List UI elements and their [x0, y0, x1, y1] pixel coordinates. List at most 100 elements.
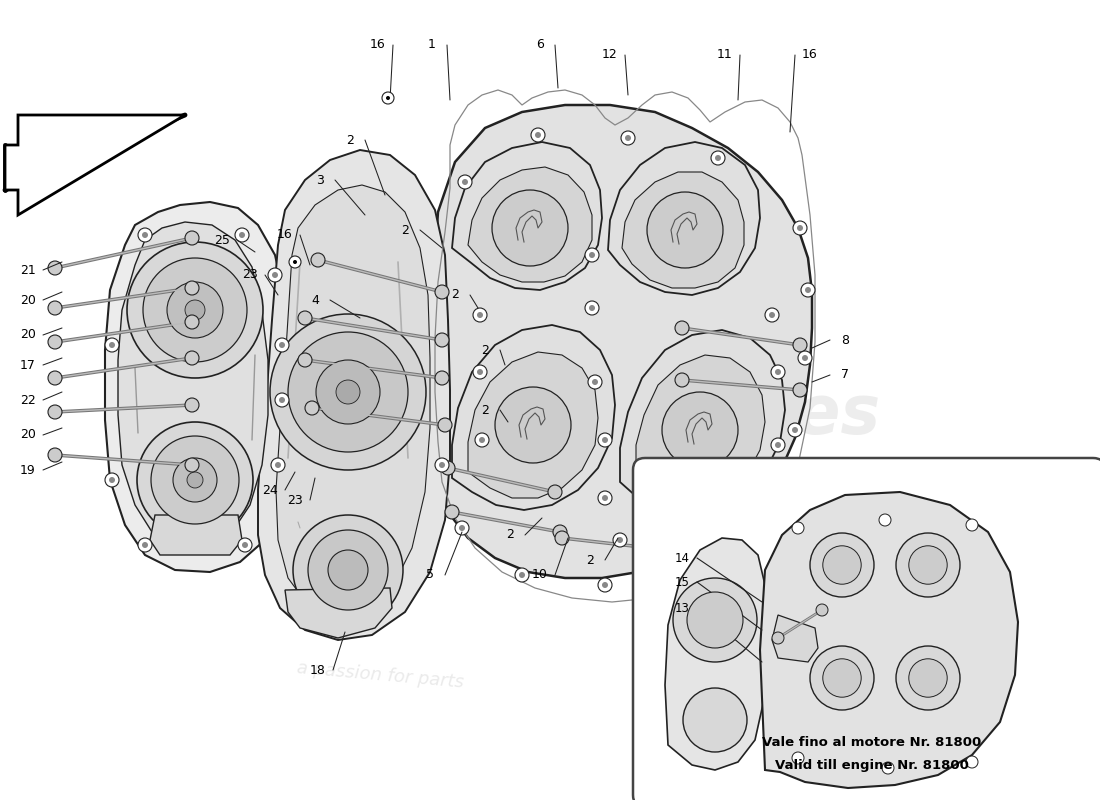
- Text: 2: 2: [346, 134, 354, 146]
- Circle shape: [793, 338, 807, 352]
- Circle shape: [535, 132, 541, 138]
- Circle shape: [382, 92, 394, 104]
- Text: 17: 17: [20, 358, 36, 371]
- Polygon shape: [434, 105, 812, 578]
- Circle shape: [715, 155, 720, 161]
- Circle shape: [239, 232, 245, 238]
- Circle shape: [109, 477, 116, 483]
- Circle shape: [298, 353, 312, 367]
- Text: 16: 16: [277, 229, 293, 242]
- Circle shape: [446, 505, 459, 519]
- Circle shape: [798, 225, 803, 231]
- Circle shape: [311, 253, 324, 267]
- Circle shape: [598, 491, 612, 505]
- Circle shape: [434, 333, 449, 347]
- Circle shape: [270, 314, 426, 470]
- Circle shape: [438, 418, 452, 432]
- Circle shape: [439, 462, 446, 468]
- Text: 2: 2: [676, 554, 684, 566]
- Circle shape: [492, 190, 568, 266]
- Text: Valid till engine Nr. 81800: Valid till engine Nr. 81800: [776, 759, 969, 773]
- Text: 10: 10: [532, 569, 548, 582]
- Circle shape: [771, 438, 785, 452]
- Text: 2: 2: [586, 554, 594, 566]
- Circle shape: [776, 369, 781, 375]
- Text: 19: 19: [20, 463, 36, 477]
- Text: 24: 24: [262, 483, 278, 497]
- Circle shape: [473, 308, 487, 322]
- Circle shape: [138, 228, 152, 242]
- Text: 8: 8: [842, 334, 849, 346]
- Circle shape: [185, 281, 199, 295]
- Circle shape: [621, 131, 635, 145]
- Text: 22: 22: [20, 394, 36, 406]
- Circle shape: [909, 546, 947, 584]
- Circle shape: [268, 268, 282, 282]
- Circle shape: [802, 355, 808, 361]
- Circle shape: [185, 458, 199, 472]
- Circle shape: [473, 365, 487, 379]
- Polygon shape: [452, 142, 602, 290]
- Circle shape: [279, 397, 285, 403]
- Circle shape: [585, 301, 600, 315]
- Circle shape: [143, 258, 248, 362]
- Circle shape: [966, 519, 978, 531]
- Text: 21: 21: [20, 263, 36, 277]
- Circle shape: [588, 375, 602, 389]
- Circle shape: [478, 437, 485, 443]
- Circle shape: [288, 332, 408, 452]
- Polygon shape: [621, 172, 744, 288]
- Text: 4: 4: [311, 294, 319, 306]
- Circle shape: [173, 458, 217, 502]
- Circle shape: [909, 659, 947, 697]
- Polygon shape: [468, 167, 592, 282]
- Text: 16: 16: [802, 49, 818, 62]
- Circle shape: [235, 228, 249, 242]
- Circle shape: [434, 285, 449, 299]
- Text: 14: 14: [674, 551, 690, 565]
- Circle shape: [585, 248, 600, 262]
- Circle shape: [788, 423, 802, 437]
- Circle shape: [138, 422, 253, 538]
- Circle shape: [242, 542, 248, 548]
- Circle shape: [316, 360, 380, 424]
- Circle shape: [792, 427, 798, 433]
- Text: a passion for parts: a passion for parts: [296, 658, 464, 691]
- Text: 2: 2: [506, 529, 514, 542]
- Text: 1: 1: [428, 38, 436, 51]
- Text: 2: 2: [481, 343, 488, 357]
- Polygon shape: [276, 185, 430, 618]
- Circle shape: [271, 458, 285, 472]
- Text: 3: 3: [316, 174, 323, 186]
- Circle shape: [475, 433, 490, 447]
- Circle shape: [793, 221, 807, 235]
- Circle shape: [48, 371, 62, 385]
- Circle shape: [896, 646, 960, 710]
- Circle shape: [588, 305, 595, 311]
- Circle shape: [279, 342, 285, 348]
- Polygon shape: [620, 330, 785, 515]
- Text: 23: 23: [287, 494, 303, 506]
- Circle shape: [617, 537, 623, 543]
- Circle shape: [298, 311, 312, 325]
- Circle shape: [336, 380, 360, 404]
- Circle shape: [771, 365, 785, 379]
- Circle shape: [328, 550, 369, 590]
- Text: 13: 13: [674, 602, 690, 614]
- Text: 6: 6: [536, 38, 543, 51]
- Text: 18: 18: [310, 663, 326, 677]
- Polygon shape: [452, 325, 615, 510]
- Circle shape: [662, 392, 738, 468]
- Text: euro: euro: [592, 313, 788, 387]
- Circle shape: [142, 232, 148, 238]
- Circle shape: [602, 582, 608, 588]
- Circle shape: [305, 401, 319, 415]
- Circle shape: [810, 646, 875, 710]
- Circle shape: [625, 135, 631, 141]
- Circle shape: [823, 546, 861, 584]
- Circle shape: [293, 260, 297, 264]
- Circle shape: [459, 525, 465, 531]
- Text: spares: spares: [630, 382, 880, 448]
- Circle shape: [531, 128, 544, 142]
- Text: 2: 2: [402, 223, 409, 237]
